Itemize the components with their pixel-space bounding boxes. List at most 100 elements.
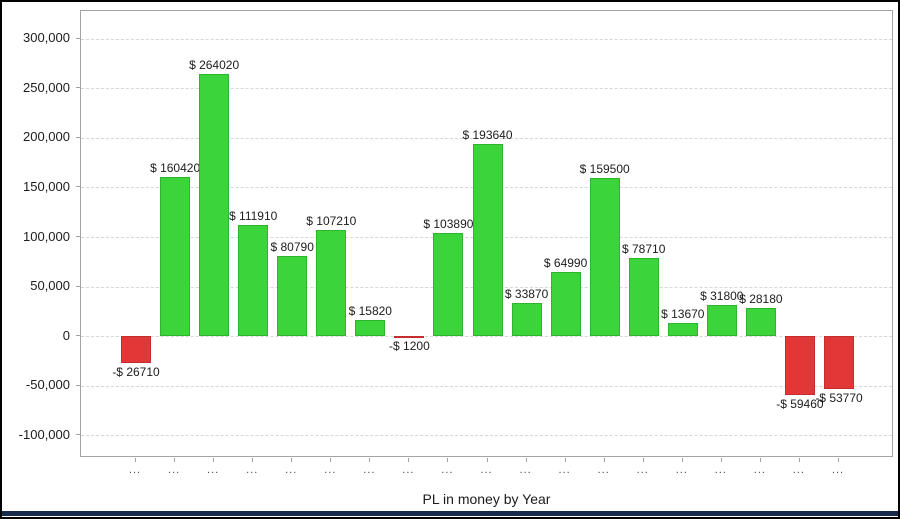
chart-title: PL in money by Year (422, 491, 551, 507)
bar-value-label: -$ 1200 (389, 339, 430, 354)
y-tick-label: 300,000 (23, 30, 70, 46)
x-tick-mark (838, 458, 839, 462)
gridline (81, 385, 892, 387)
y-tick-mark (76, 285, 80, 287)
bar-value-label: $ 33870 (504, 286, 549, 301)
x-tick-mark (642, 458, 644, 462)
x-tick-label: ... (480, 464, 493, 476)
y-tick-label: 100,000 (23, 228, 70, 244)
bar (394, 336, 425, 339)
x-tick-label: ... (441, 464, 454, 476)
x-tick-mark (798, 458, 800, 462)
y-tick-mark (76, 186, 80, 188)
y-tick-label: 150,000 (23, 178, 70, 194)
bar (160, 177, 191, 337)
x-tick-mark (603, 458, 605, 462)
x-tick-mark (330, 458, 332, 462)
y-tick-label: 0 (62, 327, 70, 343)
x-tick-mark (408, 458, 410, 462)
bar-value-label: -$ 59460 (776, 397, 824, 411)
x-tick-label: ... (519, 464, 532, 476)
x-tick-mark (486, 458, 488, 462)
x-tick-label: ... (324, 464, 337, 476)
gridline (81, 336, 892, 338)
y-tick-mark (76, 136, 80, 138)
x-tick-label: ... (207, 464, 220, 476)
y-tick-mark (76, 37, 80, 39)
plot-area: -$ 26710 $ 160420 $ 264020 $ 111910 $ 80790 $… (80, 10, 893, 457)
gridline (81, 38, 892, 40)
x-tick-mark (135, 458, 136, 462)
x-axis-ticks (80, 458, 893, 463)
x-tick-mark (369, 458, 371, 462)
gridline (81, 435, 892, 437)
bar (472, 144, 503, 337)
y-tick-mark (76, 335, 80, 337)
y-tick-label: -100,000 (18, 426, 70, 442)
x-tick-label: ... (675, 464, 688, 476)
bar-value-label: $ 28180 (739, 292, 783, 307)
x-tick-label: ... (558, 464, 571, 476)
x-tick-label: ... (714, 464, 727, 476)
bar-value-label: $ 159500 (579, 162, 630, 176)
bar (784, 336, 815, 395)
bar-value-label: $ 160420 (150, 161, 201, 176)
y-tick-mark (76, 87, 80, 89)
x-tick-mark (525, 458, 527, 462)
bar (277, 256, 308, 337)
bar-value-label: $ 264020 (189, 58, 240, 73)
bar (316, 229, 347, 337)
bar-value-label: $ 31800 (700, 288, 744, 303)
bar (550, 271, 581, 337)
x-tick-label: ... (402, 464, 415, 476)
y-tick-label: 200,000 (23, 129, 70, 145)
x-tick-mark (720, 458, 722, 462)
bar-value-label: -$ 53770 (815, 391, 863, 406)
x-tick-label: ... (128, 464, 142, 476)
x-tick-label: ... (246, 464, 259, 476)
bar-value-label: $ 64990 (543, 255, 588, 270)
x-tick-label: ... (363, 464, 376, 476)
x-tick-label: ... (792, 464, 805, 476)
bar (238, 225, 269, 337)
bar-value-label: $ 13670 (661, 306, 705, 321)
x-tick-label: ... (285, 464, 298, 476)
bar (355, 320, 386, 337)
bar-value-label: $ 103890 (423, 217, 474, 232)
y-axis-ticks (76, 10, 80, 457)
bar-value-label: $ 78710 (621, 242, 666, 257)
bottom-window-edge (2, 511, 898, 516)
x-tick-label: ... (168, 464, 181, 476)
bar-value-label: $ 193640 (462, 128, 513, 143)
bar-value-label: -$ 26710 (112, 364, 160, 379)
y-tick-mark (76, 434, 80, 436)
bar-value-label: $ 111910 (229, 209, 278, 224)
y-tick-mark (76, 384, 80, 386)
x-tick-label: ... (831, 464, 845, 476)
x-tick-mark (291, 458, 293, 462)
bar (628, 258, 659, 337)
bar (433, 233, 464, 337)
bar-value-label: $ 80790 (270, 240, 314, 254)
x-tick-mark (681, 458, 683, 462)
gridline (81, 88, 892, 90)
x-tick-label: ... (753, 464, 766, 476)
x-axis-labels: ........................................… (80, 464, 893, 478)
bar (121, 336, 151, 363)
bar (589, 178, 620, 337)
x-tick-label: ... (636, 464, 649, 476)
gridline (81, 137, 892, 139)
bar (667, 322, 698, 336)
y-tick-label: -50,000 (25, 377, 70, 393)
y-tick-label: 50,000 (30, 278, 70, 293)
x-tick-mark (447, 458, 449, 462)
bar (511, 302, 542, 337)
bar-value-label: $ 15820 (348, 304, 392, 319)
y-tick-mark (76, 236, 80, 237)
x-tick-mark (213, 458, 215, 462)
x-tick-mark (759, 458, 761, 462)
bar (824, 336, 854, 390)
bar (199, 74, 230, 337)
bar-value-label: $ 107210 (306, 213, 357, 228)
